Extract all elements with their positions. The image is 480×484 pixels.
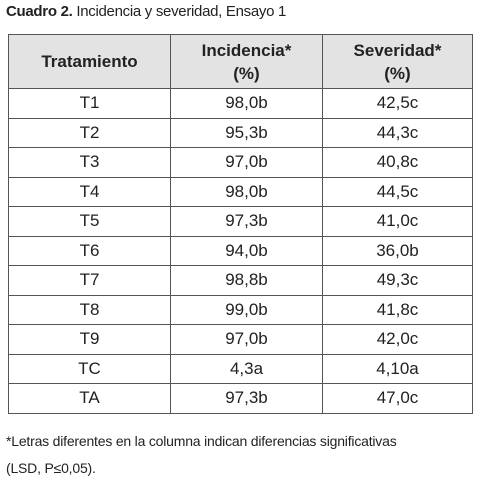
footnote-line: (LSD, P≤0,05). <box>6 460 96 476</box>
table-cell: 4,3a <box>170 353 323 384</box>
table-cell: 36,0b <box>322 235 473 266</box>
table-cell: T8 <box>8 294 171 325</box>
table-cell: 47,0c <box>322 383 473 414</box>
table-cell: 98,0b <box>170 88 323 119</box>
table-cell: 98,8b <box>170 265 323 296</box>
table-cell: 97,3b <box>170 383 323 414</box>
header-line: Severidad* <box>353 40 442 60</box>
table-cell: 41,0c <box>322 206 473 237</box>
table-cell: 99,0b <box>170 294 323 325</box>
table-cell: 44,3c <box>322 117 473 148</box>
table-cell: 97,0b <box>170 324 323 355</box>
table-cell: T1 <box>8 88 171 119</box>
footnote: *Letras diferentes en la columna indican… <box>6 428 397 482</box>
table-cell: T4 <box>8 176 171 207</box>
table-cell: 41,8c <box>322 294 473 325</box>
header-row: Tratamiento Incidencia* (%) Severidad* (%) <box>8 34 473 89</box>
table-body: T1 98,0b 42,5c T2 95,3b 44,3c T3 97,0b 40,8c T4 98… <box>8 88 473 414</box>
table-cell: 40,8c <box>322 147 473 178</box>
table-cell: T5 <box>8 206 171 237</box>
caption-text: Incidencia y severidad, Ensayo 1 <box>76 3 287 20</box>
table-row: T7 98,8b 49,3c <box>8 265 473 296</box>
table-cell: 98,0b <box>170 176 323 207</box>
table-cell: 49,3c <box>322 265 473 296</box>
header-line: (%) <box>384 63 411 83</box>
header-cell: Tratamiento <box>8 34 171 89</box>
header-line: Incidencia* <box>201 40 292 60</box>
table-cell: 42,0c <box>322 324 473 355</box>
table-cell: T6 <box>8 235 171 266</box>
table-row: T5 97,3b 41,0c <box>8 206 473 237</box>
table-cell: T7 <box>8 265 171 296</box>
table-cell: 4,10a <box>322 353 473 384</box>
table-cell: TA <box>8 383 171 414</box>
table-row: TA 97,3b 47,0c <box>8 383 473 414</box>
table-row: T4 98,0b 44,5c <box>8 176 473 207</box>
header-line: Tratamiento <box>41 52 138 71</box>
table-cell: T3 <box>8 147 171 178</box>
table-cell: 97,0b <box>170 147 323 178</box>
table-row: T9 97,0b 42,0c <box>8 324 473 355</box>
table: Tratamiento Incidencia* (%) Severidad* (%) T… <box>8 34 473 414</box>
table-cell: TC <box>8 353 171 384</box>
table-row: T8 99,0b 41,8c <box>8 294 473 325</box>
header-cell: Severidad* (%) <box>322 34 473 89</box>
table-row: TC 4,3a 4,10a <box>8 353 473 384</box>
table-cell: 44,5c <box>322 176 473 207</box>
table-row: T1 98,0b 42,5c <box>8 88 473 119</box>
header-line: (%) <box>233 63 260 83</box>
table-row: T2 95,3b 44,3c <box>8 117 473 148</box>
footnote-line: *Letras diferentes en la columna indican… <box>6 433 397 449</box>
table-cell: 95,3b <box>170 117 323 148</box>
table-row: T6 94,0b 36,0b <box>8 235 473 266</box>
caption: Cuadro 2. Incidencia y severidad, Ensayo… <box>6 3 286 20</box>
table-row: T3 97,0b 40,8c <box>8 147 473 178</box>
table-cell: 94,0b <box>170 235 323 266</box>
header-cell: Incidencia* (%) <box>170 34 323 89</box>
table-cell: 97,3b <box>170 206 323 237</box>
table-cell: T9 <box>8 324 171 355</box>
caption-label: Cuadro 2. <box>6 3 73 20</box>
table-cell: T2 <box>8 117 171 148</box>
table-cell: 42,5c <box>322 88 473 119</box>
